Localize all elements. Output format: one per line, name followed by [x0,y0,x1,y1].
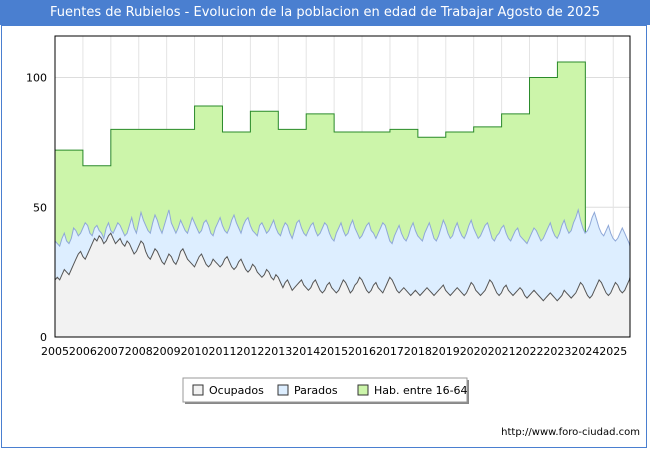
series-ocupados-line [54,232,631,302]
x-tick-label: 2025 [599,345,627,358]
x-tick-label: 2008 [125,345,153,358]
x-tick-label: 2023 [543,345,571,358]
x-tick-label: 2018 [404,345,432,358]
x-tick-label: 2013 [264,345,292,358]
x-tick-label: 2016 [348,345,376,358]
x-tick-label: 2015 [320,345,348,358]
legend-box [182,377,468,403]
plot-border [54,35,631,338]
x-tick-label: 2022 [516,345,544,358]
legend-swatch [192,384,204,396]
x-tick-label: 2021 [488,345,516,358]
y-tick-label: 50 [33,201,47,214]
x-tick-label: 2019 [432,345,460,358]
legend-label: Hab. entre 16-64 [374,384,468,397]
y-tick-label: 0 [40,331,47,344]
legend-label: Parados [294,384,338,397]
x-tick-label: 2012 [236,345,264,358]
series-parados-line [54,207,631,267]
legend-swatch [357,384,369,396]
x-tick-label: 2017 [376,345,404,358]
x-tick-label: 2010 [181,345,209,358]
source-url[interactable]: http://www.foro-ciudad.com [501,427,640,438]
chart-title: Fuentes de Rubielos - Evolucion de la po… [0,0,650,25]
legend-swatch [277,384,289,396]
x-tick-label: 2007 [97,345,125,358]
x-tick-label: 2014 [292,345,320,358]
x-tick-label: 2009 [153,345,181,358]
x-tick-label: 2024 [571,345,599,358]
series-ocupados-area [55,233,630,337]
x-tick-label: 2005 [41,345,69,358]
legend-label: Ocupados [209,384,264,397]
x-tick-label: 2011 [208,345,236,358]
x-tick-label: 2020 [460,345,488,358]
y-tick-label: 100 [26,72,47,85]
x-tick-label: 2006 [69,345,97,358]
chart-frame [1,25,647,448]
